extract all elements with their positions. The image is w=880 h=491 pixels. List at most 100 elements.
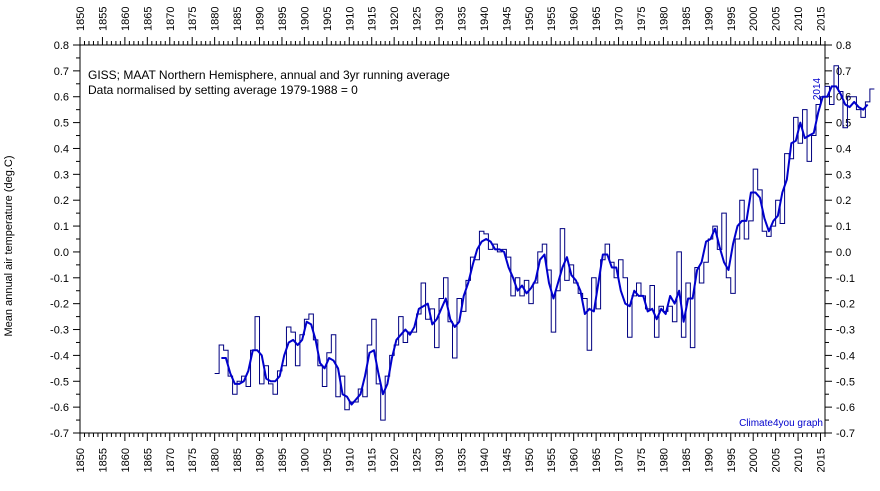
x-top-tick-label: 1880 [210,7,222,31]
x-top-tick-label: 2015 [816,7,828,31]
x-bottom-tick-label: 1945 [501,448,513,472]
y-right-tick-label: -0.6 [836,402,855,414]
x-top-tick-label: 1920 [389,7,401,31]
x-top-tick-label: 2000 [748,7,760,31]
x-top-tick-label: 1910 [344,7,356,31]
chart-title-line-1: GISS; MAAT Northern Hemisphere, annual a… [88,68,450,82]
y-left-tick-label: -0.2 [50,299,69,311]
x-bottom-tick-label: 2000 [748,448,760,472]
x-bottom-tick-label: 1875 [187,448,199,472]
y-right-tick-label: 0.7 [836,66,851,78]
y-right-tick-label: 0.1 [836,221,851,233]
chart-title-line-2: Data normalised by setting average 1979-… [88,83,358,97]
x-top-tick-label: 1960 [569,7,581,31]
x-top-tick-label: 1995 [726,7,738,31]
x-bottom-tick-label: 1975 [636,448,648,472]
x-bottom-tick-label: 2015 [816,448,828,472]
x-top-tick-label: 1935 [456,7,468,31]
y-left-tick-label: -0.1 [50,273,69,285]
x-top-tick-label: 1860 [120,7,132,31]
x-top-tick-label: 1925 [412,7,424,31]
x-top-tick-label: 1895 [277,7,289,31]
series-annual-step-line [214,65,875,421]
x-bottom-tick-label: 1960 [569,448,581,472]
y-left-tick-label: 0.6 [54,92,69,104]
x-top-tick-label: 1850 [75,7,87,31]
x-top-tick-label: 1965 [591,7,603,31]
x-top-tick-label: 1985 [681,7,693,31]
x-bottom-tick-label: 2010 [793,448,805,472]
y-left-tick-label: -0.7 [50,428,69,440]
x-bottom-tick-label: 2005 [771,448,783,472]
x-bottom-tick-label: 1895 [277,448,289,472]
x-bottom-tick-label: 1995 [726,448,738,472]
x-bottom-tick-label: 1985 [681,448,693,472]
x-top-tick-label: 1990 [703,7,715,31]
y-right-tick-label: 0.2 [836,195,851,207]
series-layer [214,65,875,421]
x-bottom-tick-label: 1965 [591,448,603,472]
x-bottom-tick-label: 1950 [524,448,536,472]
x-bottom-tick-label: 1940 [479,448,491,472]
y-axis-right: 0.80.70.60.50.40.30.20.10.0-0.1-0.2-0.3-… [825,40,855,440]
y-right-tick-label: 0.3 [836,169,851,181]
x-bottom-tick-label: 1970 [614,448,626,472]
y-left-tick-label: 0.5 [54,118,69,130]
x-top-tick-label: 1930 [434,7,446,31]
x-bottom-tick-label: 1990 [703,448,715,472]
y-left-tick-label: 0.7 [54,66,69,78]
x-bottom-tick-label: 1880 [210,448,222,472]
x-top-tick-label: 1855 [97,7,109,31]
y-right-tick-label: 0.4 [836,143,851,155]
y-right-tick-label: -0.1 [836,273,855,285]
x-bottom-tick-label: 1890 [255,448,267,472]
y-right-tick-label: -0.4 [836,350,855,362]
x-top-tick-label: 1980 [658,7,670,31]
x-top-tick-label: 1950 [524,7,536,31]
x-bottom-tick-label: 1855 [97,448,109,472]
y-right-tick-label: -0.5 [836,376,855,388]
x-bottom-tick-label: 1865 [142,448,154,472]
x-top-tick-label: 1900 [299,7,311,31]
x-bottom-tick-label: 1955 [546,448,558,472]
y-right-tick-label: -0.2 [836,299,855,311]
x-top-tick-label: 1865 [142,7,154,31]
x-top-tick-label: 2010 [793,7,805,31]
x-top-tick-label: 1915 [367,7,379,31]
x-top-tick-label: 1955 [546,7,558,31]
y-right-tick-label: 0.8 [836,40,851,52]
x-top-tick-label: 1885 [232,7,244,31]
y-left-tick-label: 0.8 [54,40,69,52]
end-year-label: 2014 [812,77,823,100]
y-axis-label: Mean annual air temperature (deg.C) [3,156,15,337]
y-left-tick-label: -0.4 [50,350,69,362]
x-bottom-tick-label: 1910 [344,448,356,472]
x-axis-top: 1850 1855 1860 1865 1870 1875 1880 1885 1890 1895… [75,7,828,45]
y-left-tick-label: 0.4 [54,143,69,155]
x-top-tick-label: 1905 [322,7,334,31]
x-top-tick-label: 1970 [614,7,626,31]
x-bottom-tick-label: 1870 [165,448,177,472]
x-top-tick-label: 1975 [636,7,648,31]
credit-label: Climate4you graph [739,418,823,429]
x-top-tick-label: 1875 [187,7,199,31]
x-bottom-tick-label: 1850 [75,448,87,472]
x-bottom-tick-label: 1915 [367,448,379,472]
x-bottom-tick-label: 1935 [456,448,468,472]
y-left-tick-label: 0.3 [54,169,69,181]
y-right-tick-label: 0.0 [836,247,851,259]
x-bottom-tick-label: 1925 [412,448,424,472]
x-bottom-tick-label: 1885 [232,448,244,472]
x-top-tick-label: 1870 [165,7,177,31]
y-left-tick-label: 0.2 [54,195,69,207]
y-left-tick-label: -0.3 [50,325,69,337]
x-bottom-tick-label: 1930 [434,448,446,472]
x-bottom-tick-label: 1980 [658,448,670,472]
x-top-tick-label: 1945 [501,7,513,31]
y-left-tick-label: -0.6 [50,402,69,414]
x-bottom-tick-label: 1905 [322,448,334,472]
y-axis-left: 0.8 0.7 0.6 0.5 0.4 0.3 0.2 0.1 0.0 -0.1 -0.2 -0.3 -… [50,40,80,440]
y-right-tick-label: -0.3 [836,325,855,337]
x-bottom-tick-label: 1920 [389,448,401,472]
